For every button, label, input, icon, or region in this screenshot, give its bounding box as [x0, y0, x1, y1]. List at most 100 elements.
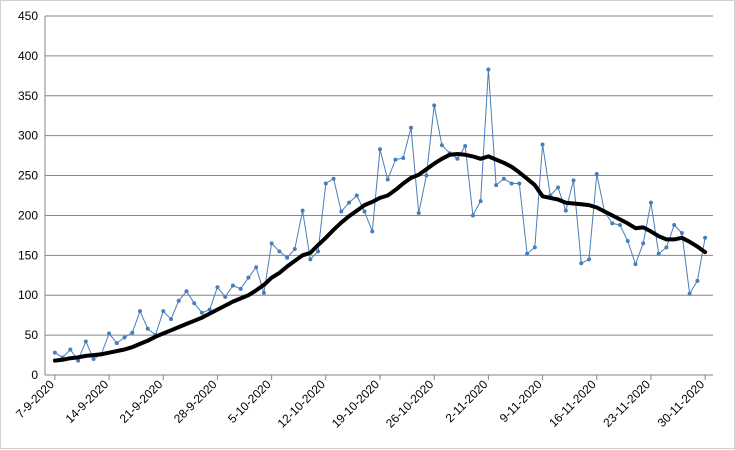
- daily-data-point: [470, 213, 475, 218]
- x-tick-label: 21-9-2020: [117, 377, 166, 426]
- daily-data-point: [486, 67, 491, 72]
- daily-data-point: [687, 291, 692, 296]
- y-tick-label: 250: [18, 169, 38, 183]
- x-tick-label: 5-10-2020: [225, 377, 274, 426]
- daily-data-point: [494, 183, 499, 188]
- daily-data-point: [695, 278, 700, 283]
- daily-data-point: [114, 341, 119, 346]
- y-tick-label: 0: [31, 368, 38, 382]
- y-tick-label: 400: [18, 49, 38, 63]
- y-tick-label: 100: [18, 288, 38, 302]
- daily-data-point: [517, 181, 522, 186]
- x-tick-label: 12-10-2020: [275, 377, 329, 431]
- daily-data-point: [455, 156, 460, 161]
- daily-data-point: [68, 347, 73, 352]
- daily-data-point: [168, 317, 173, 322]
- y-tick-label: 50: [25, 328, 39, 342]
- y-tick-label: 150: [18, 248, 38, 262]
- daily-data-point: [331, 176, 336, 181]
- daily-data-point: [285, 255, 290, 260]
- daily-data-point: [52, 350, 57, 355]
- daily-data-point: [509, 181, 514, 186]
- daily-data-point: [91, 357, 96, 362]
- daily-data-point: [176, 298, 181, 303]
- daily-data-point: [199, 310, 204, 315]
- x-tick-label: 2-11-2020: [443, 377, 491, 425]
- y-tick-label: 200: [18, 208, 38, 222]
- daily-data-point: [292, 246, 297, 251]
- daily-data-point: [408, 125, 413, 130]
- x-tick-label: 19-10-2020: [329, 377, 383, 431]
- daily-data-point: [393, 157, 398, 162]
- daily-data-point: [656, 251, 661, 256]
- daily-data-point: [594, 171, 599, 176]
- daily-data-point: [339, 209, 344, 214]
- daily-data-point: [254, 265, 259, 270]
- daily-data-point: [703, 235, 708, 240]
- y-tick-label: 450: [18, 9, 38, 23]
- daily-data-point: [416, 211, 421, 216]
- daily-data-point: [300, 208, 305, 213]
- daily-data-point: [501, 176, 506, 181]
- daily-data-point: [362, 209, 367, 214]
- daily-data-point: [424, 173, 429, 178]
- daily-data-point: [610, 221, 615, 226]
- x-tick-label: 23-11-2020: [600, 377, 653, 430]
- daily-data-point: [532, 245, 537, 250]
- daily-data-point: [571, 178, 576, 183]
- daily-data-point: [207, 307, 212, 312]
- daily-data-point: [463, 144, 468, 149]
- y-axis-tick-labels: 0 50 100 150 200 250 300 350 400 450: [18, 9, 38, 382]
- trend-series-line: [52, 152, 708, 363]
- x-tick-label: 14-9-2020: [63, 377, 112, 426]
- y-tick-label: 300: [18, 129, 38, 143]
- x-tick-label: 30-11-2020: [655, 377, 708, 430]
- daily-data-point: [192, 301, 197, 306]
- x-tick-label: 16-11-2020: [546, 377, 599, 430]
- x-tick-label: 7-9-2020: [13, 377, 57, 421]
- daily-data-point: [230, 283, 235, 288]
- daily-data-point: [354, 193, 359, 198]
- daily-data-point: [432, 103, 437, 108]
- daily-data-point: [439, 143, 444, 148]
- daily-data-point: [323, 181, 328, 186]
- daily-data-point: [633, 262, 638, 267]
- daily-data-point: [664, 245, 669, 250]
- daily-data-point: [184, 289, 189, 294]
- daily-data-point: [478, 199, 483, 204]
- daily-data-point: [648, 200, 653, 205]
- daily-data-point: [641, 241, 646, 246]
- x-tick-label: 9-11-2020: [497, 377, 545, 425]
- x-axis-tick-labels: 7-9-2020 14-9-2020 21-9-2020 28-9-2020 5-10-…: [13, 377, 707, 431]
- daily-data-point: [525, 251, 530, 256]
- daily-data-point: [269, 241, 274, 246]
- daily-data-point: [138, 309, 143, 314]
- x-tick-label: 28-9-2020: [171, 377, 220, 426]
- daily-data-point: [246, 275, 251, 280]
- daily-data-point: [556, 185, 561, 190]
- daily-data-point: [625, 238, 630, 243]
- x-tick-label: 26-10-2020: [383, 377, 437, 431]
- daily-data-point: [563, 208, 568, 213]
- daily-data-point: [672, 223, 677, 228]
- y-tick-label: 350: [18, 89, 38, 103]
- gridlines: [45, 15, 713, 336]
- daily-data-point: [238, 286, 243, 291]
- daily-data-point: [223, 294, 228, 299]
- daily-data-point: [679, 230, 684, 235]
- daily-data-point: [385, 177, 390, 182]
- daily-data-point: [401, 156, 406, 161]
- daily-data-point: [215, 285, 220, 290]
- daily-data-point: [617, 223, 622, 228]
- daily-data-point: [378, 147, 382, 152]
- daily-data-point: [76, 358, 81, 363]
- daily-data-point: [107, 331, 112, 336]
- daily-data-point: [347, 200, 352, 205]
- daily-data-point: [579, 261, 584, 266]
- daily-data-point: [277, 249, 282, 254]
- daily-data-point: [370, 229, 375, 234]
- daily-data-point: [83, 339, 88, 344]
- daily-data-point: [587, 257, 592, 262]
